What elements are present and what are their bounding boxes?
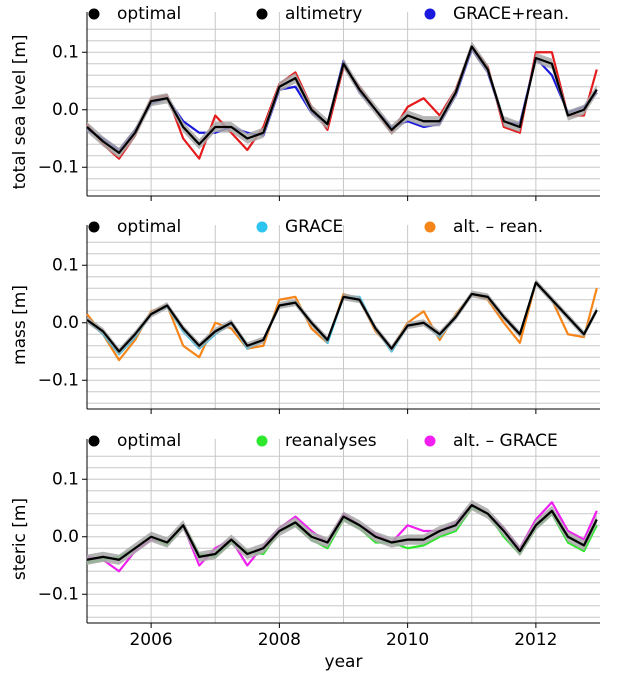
x-tick-label: 2012 [514,630,557,650]
series-line [86,281,598,353]
legend-marker [88,8,100,20]
x-axis-label: year [325,652,363,672]
series-line [86,281,598,362]
legend-label: GRACE [285,217,343,237]
y-axis-label: total sea level [m] [10,34,30,189]
x-tick-label: 2006 [129,630,172,650]
legend-label: altimetry [285,4,362,24]
y-tick-label: 0.0 [52,527,79,547]
y-axis-label: mass [m] [10,285,30,365]
legend-marker [256,435,268,447]
legend-marker [424,435,436,447]
legend-marker [424,8,436,20]
series-line [86,504,598,561]
legend-marker [424,221,436,233]
series-line [86,45,598,154]
legend-label: alt. – GRACE [453,431,558,451]
legend-label: GRACE+rean. [453,4,569,24]
x-tick-label: 2008 [258,630,301,650]
legend-label: alt. – rean. [453,217,543,237]
legend-marker [256,221,268,233]
y-tick-label: −0.1 [38,157,79,177]
legend-label: optimal [117,217,181,237]
legend-marker [88,435,100,447]
legend-label: reanalyses [285,431,377,451]
y-tick-label: 0.1 [52,469,79,489]
legend-marker [256,8,268,20]
y-tick-label: 0.0 [52,100,79,120]
uncertainty-band [87,499,597,565]
legend-label: optimal [117,4,181,24]
y-tick-label: −0.1 [38,584,79,604]
y-tick-label: 0.1 [52,42,79,62]
legend-marker [88,221,100,233]
legend-label: optimal [117,431,181,451]
y-axis-label: steric [m] [10,498,30,580]
y-tick-label: 0.0 [52,313,79,333]
x-tick-label: 2010 [386,630,429,650]
y-tick-label: 0.1 [52,255,79,275]
y-tick-label: −0.1 [38,370,79,390]
